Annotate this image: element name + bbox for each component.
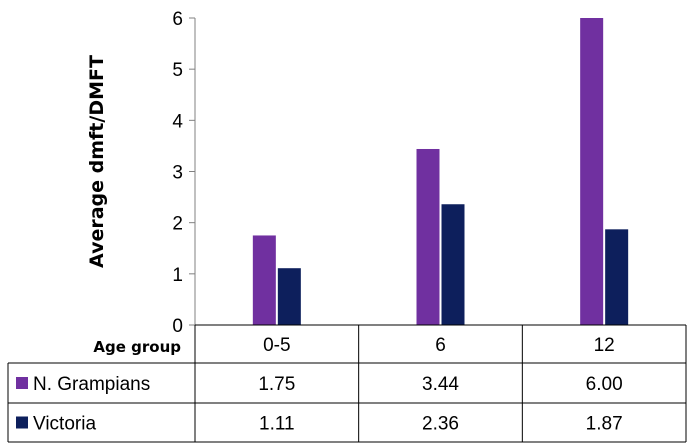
y-tick-label: 6 bbox=[172, 9, 183, 30]
y-tick-label: 5 bbox=[172, 60, 183, 81]
data-table: 0-5 6 12 N. Grampians 1.75 3.44 6.00 Victoria 1.… bbox=[7, 324, 687, 443]
bar-series2-0 bbox=[277, 268, 301, 325]
bar-series1-0 bbox=[252, 235, 276, 325]
y-tick-label: 3 bbox=[172, 163, 183, 184]
y-axis-label: Average dmft/DMFT bbox=[86, 55, 108, 268]
y-tick-label: 1 bbox=[172, 265, 183, 286]
data-label: 6.00 bbox=[586, 374, 623, 395]
y-tick-label: 0 bbox=[172, 316, 183, 337]
data-label: 1.87 bbox=[586, 414, 623, 435]
category-label: 6 bbox=[435, 335, 446, 356]
legend-key-series2 bbox=[16, 416, 28, 429]
y-tick-label: 4 bbox=[172, 111, 183, 132]
data-label: 2.36 bbox=[422, 414, 459, 435]
bars bbox=[252, 18, 629, 325]
data-label: 1.75 bbox=[258, 374, 295, 395]
data-label: 1.11 bbox=[259, 414, 295, 435]
legend-key-series1 bbox=[16, 377, 28, 389]
series-name: Victoria bbox=[33, 414, 96, 435]
bar-series2-1 bbox=[441, 204, 465, 325]
data-label: 3.44 bbox=[422, 374, 459, 395]
table-header-label: Age group bbox=[93, 338, 181, 356]
category-label: 12 bbox=[594, 335, 615, 356]
series-name: N. Grampians bbox=[33, 374, 150, 395]
y-ticks: 0 1 2 3 4 5 6 bbox=[172, 9, 195, 337]
bar-series1-1 bbox=[416, 148, 440, 325]
y-tick-label: 2 bbox=[172, 214, 183, 235]
bar-series2-2 bbox=[605, 229, 629, 325]
bar-series1-2 bbox=[580, 18, 604, 325]
category-label: 0-5 bbox=[263, 335, 290, 356]
